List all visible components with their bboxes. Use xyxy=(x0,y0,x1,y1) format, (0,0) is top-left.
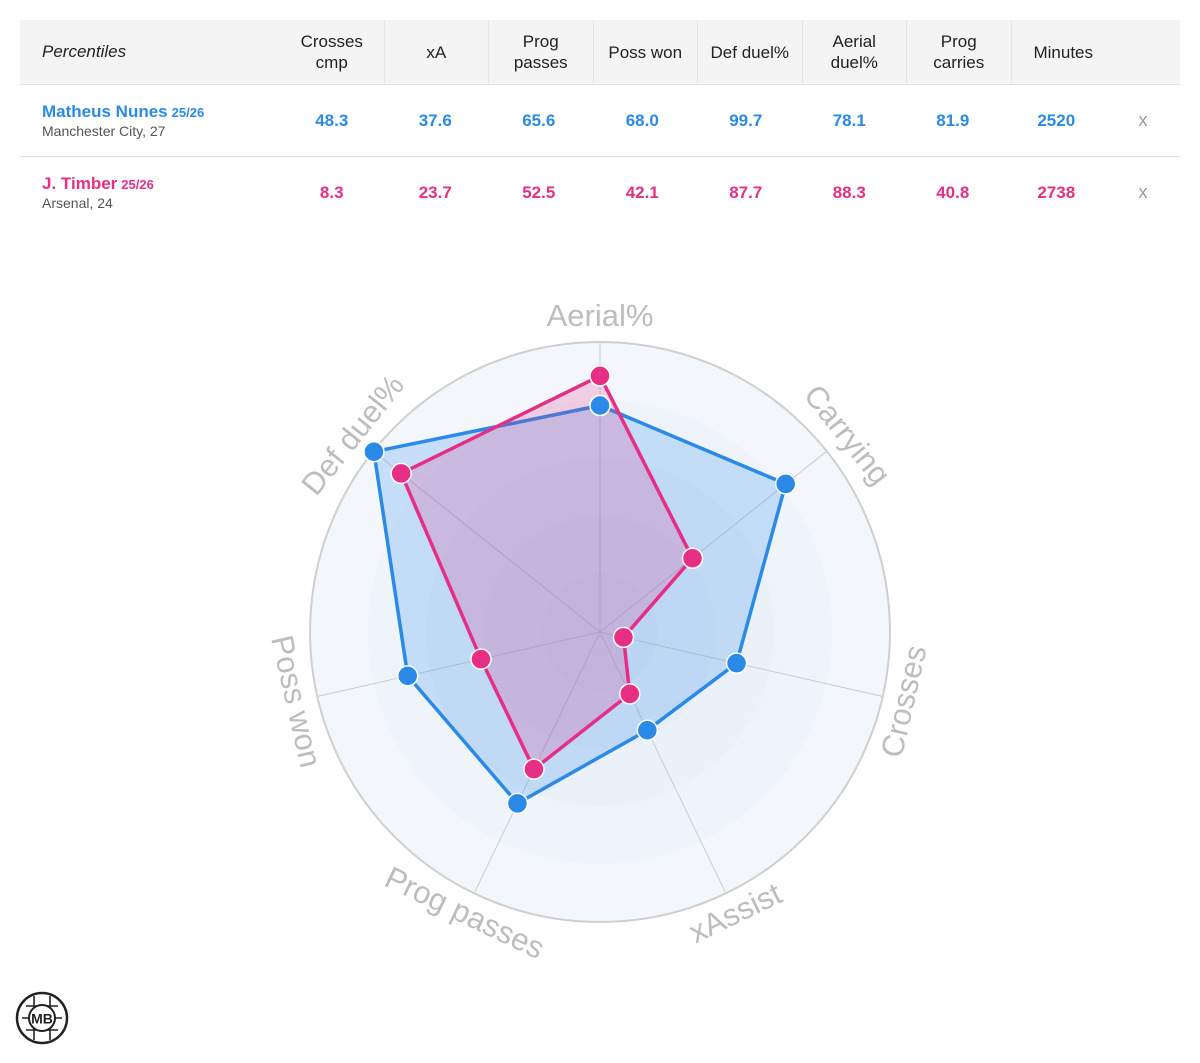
data-point xyxy=(612,626,635,649)
value-prog-passes: 65.6 xyxy=(522,110,556,130)
data-point xyxy=(619,683,641,705)
player-season: 25/26 xyxy=(121,177,154,192)
data-point xyxy=(363,440,385,463)
col-def-duel[interactable]: Def duel% xyxy=(697,20,802,84)
data-point xyxy=(396,665,419,687)
value-crosses-cmp: 8.3 xyxy=(319,182,344,202)
series-polygon xyxy=(372,403,788,806)
player-cell: Matheus Nunes 25/26 Manchester City, 27 xyxy=(20,102,280,139)
player-meta: Manchester City, 27 xyxy=(42,123,166,139)
data-point xyxy=(470,648,492,670)
value-minutes: 2520 xyxy=(1037,110,1076,130)
axis-label: Aerial% xyxy=(547,298,654,333)
col-xa[interactable]: xA xyxy=(383,20,489,84)
value-def-duel: 99.7 xyxy=(729,110,763,130)
logo-icon: MB xyxy=(15,991,69,1045)
data-point xyxy=(725,652,748,674)
col-text: Prog xyxy=(940,32,977,51)
percentiles-table: Percentiles Crosses cmp xA Prog passes Pos… xyxy=(20,20,1180,228)
value-crosses-cmp: 48.3 xyxy=(315,110,349,130)
data-point xyxy=(774,473,797,495)
col-text: Def duel% xyxy=(710,42,789,62)
player-row-timber: J. Timber 25/26 Arsenal, 24 8.3 23.7 52.5… xyxy=(20,157,1180,228)
radar-spoke xyxy=(317,631,601,698)
table-header: Percentiles Crosses cmp xA Prog passes Pos… xyxy=(20,20,1180,85)
player-name[interactable]: Matheus Nunes xyxy=(42,102,168,121)
data-point xyxy=(390,462,412,485)
player-row-nunes: Matheus Nunes 25/26 Manchester City, 27 4… xyxy=(20,85,1180,157)
col-text: Aerial xyxy=(832,32,876,51)
col-text: Crosses xyxy=(300,32,363,51)
col-text: Minutes xyxy=(1033,42,1094,62)
value-poss-won: 68.0 xyxy=(625,110,659,130)
col-text: xA xyxy=(426,42,447,62)
remove-player-button[interactable]: x xyxy=(1138,182,1148,202)
col-text: cmp xyxy=(315,53,348,72)
col-crosses-cmp[interactable]: Crosses cmp xyxy=(280,20,384,84)
col-prog-passes[interactable]: Prog passes xyxy=(488,20,593,84)
col-text: duel% xyxy=(830,53,878,72)
value-def-duel: 87.7 xyxy=(729,182,763,202)
header-percentiles-label: Percentiles xyxy=(42,42,127,61)
data-point xyxy=(523,758,545,780)
player-name-line: J. Timber 25/26 xyxy=(42,174,280,194)
data-point xyxy=(589,365,611,387)
value-aerial-duel: 88.3 xyxy=(832,182,866,202)
data-point xyxy=(636,719,659,741)
player-name-line: Matheus Nunes 25/26 xyxy=(42,102,280,122)
col-minutes[interactable]: Minutes xyxy=(1010,20,1116,84)
radar-spoke xyxy=(372,450,601,633)
col-text: Poss won xyxy=(608,42,683,62)
value-prog-passes: 52.5 xyxy=(522,182,556,202)
logo-text: MB xyxy=(31,1011,53,1027)
data-point xyxy=(681,547,704,569)
value-xa: 23.7 xyxy=(418,182,452,202)
player-season: 25/26 xyxy=(171,105,205,120)
player-cell: J. Timber 25/26 Arsenal, 24 xyxy=(20,174,280,211)
col-aerial-duel[interactable]: Aerial duel% xyxy=(801,20,907,84)
col-text: carries xyxy=(933,53,985,72)
radar-spoke xyxy=(599,631,727,894)
data-point xyxy=(589,394,611,417)
value-minutes: 2738 xyxy=(1037,182,1076,202)
value-prog-carries: 81.9 xyxy=(936,110,970,130)
value-poss-won: 42.1 xyxy=(625,182,659,202)
col-text: Prog xyxy=(522,32,559,51)
col-text: passes xyxy=(513,53,568,72)
value-aerial-duel: 78.1 xyxy=(832,110,866,130)
value-xa: 37.6 xyxy=(418,110,452,130)
data-point xyxy=(506,792,529,815)
player-name[interactable]: J. Timber xyxy=(42,174,118,193)
player-meta: Arsenal, 24 xyxy=(42,195,113,211)
value-prog-carries: 40.8 xyxy=(936,182,970,202)
series-polygon xyxy=(399,374,695,771)
col-prog-carries[interactable]: Prog carries xyxy=(906,20,1011,84)
col-poss-won[interactable]: Poss won xyxy=(592,20,698,84)
remove-player-button[interactable]: x xyxy=(1138,110,1148,130)
